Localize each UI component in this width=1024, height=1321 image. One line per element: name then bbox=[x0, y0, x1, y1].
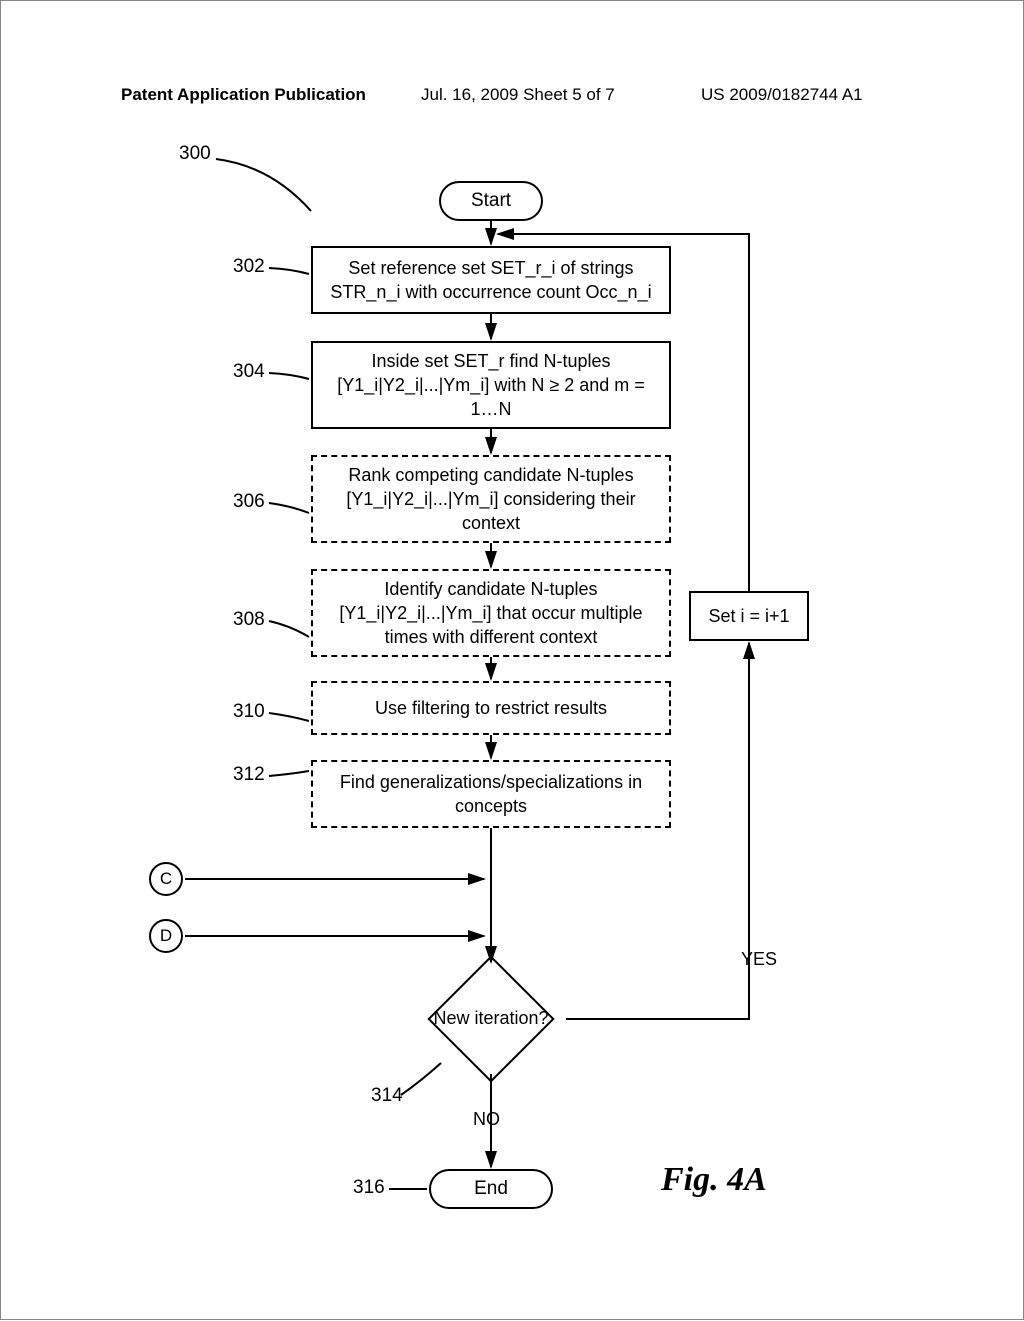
flow-arrows bbox=[1, 1, 1024, 1321]
page-frame: Patent Application Publication Jul. 16, … bbox=[0, 0, 1024, 1320]
